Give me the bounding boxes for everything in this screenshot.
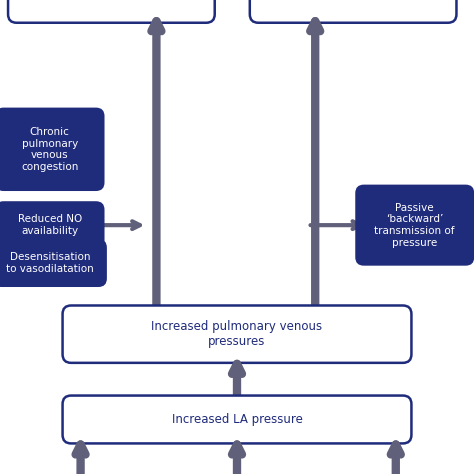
- FancyBboxPatch shape: [0, 201, 104, 249]
- FancyBboxPatch shape: [0, 108, 104, 191]
- Text: Passive
‘backward’
transmission of
pressure: Passive ‘backward’ transmission of press…: [374, 203, 455, 247]
- Text: Increased pulmonary venous
pressures: Increased pulmonary venous pressures: [151, 320, 323, 348]
- Text: Chronic
pulmonary
venous
congestion: Chronic pulmonary venous congestion: [21, 127, 79, 172]
- Text: Increased LA pressure: Increased LA pressure: [172, 413, 302, 426]
- FancyBboxPatch shape: [355, 185, 474, 265]
- FancyBboxPatch shape: [63, 306, 411, 363]
- FancyBboxPatch shape: [63, 395, 411, 444]
- FancyBboxPatch shape: [8, 0, 215, 23]
- Text: Desensitisation
to vasodilatation: Desensitisation to vasodilatation: [6, 252, 94, 274]
- FancyBboxPatch shape: [250, 0, 456, 23]
- Text: Reduced NO
availability: Reduced NO availability: [18, 214, 82, 236]
- FancyBboxPatch shape: [0, 239, 107, 287]
